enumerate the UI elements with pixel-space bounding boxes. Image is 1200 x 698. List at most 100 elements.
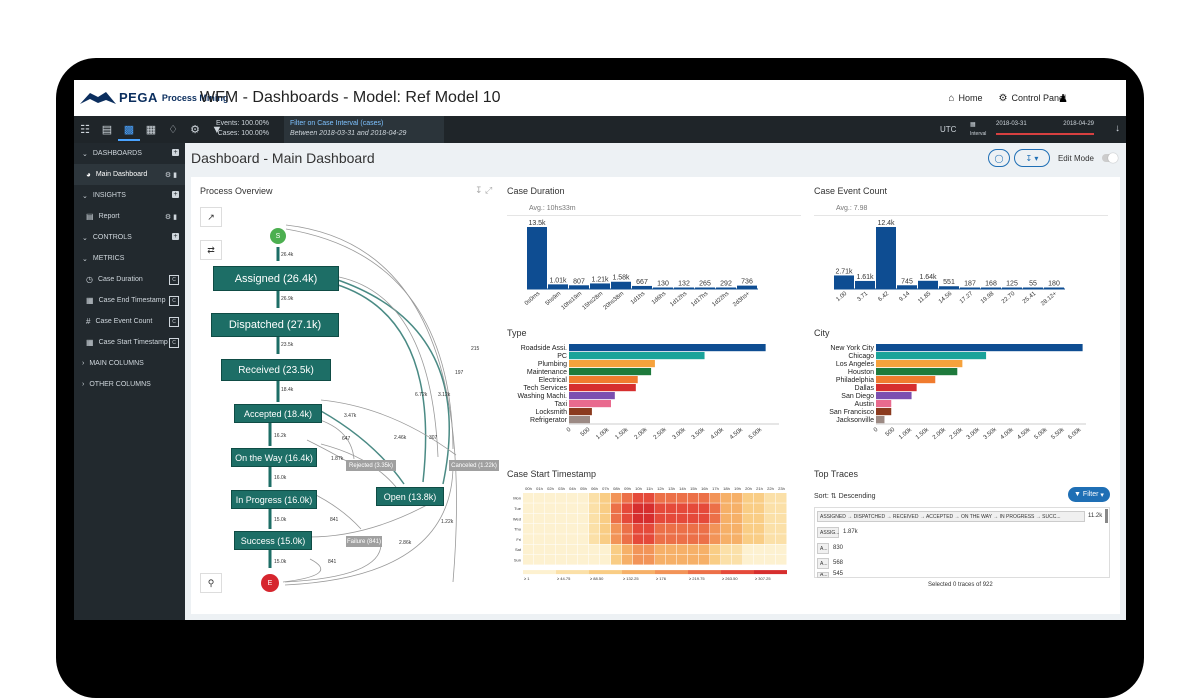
node-dispatched[interactable]: Dispatched (27.1k) xyxy=(211,313,339,337)
heatmap-cell xyxy=(633,554,644,565)
case-duration-avg: Avg.: 10hs33m xyxy=(529,205,576,212)
item-actions-icon[interactable]: ⚙ ▮ xyxy=(164,213,177,221)
heatmap-cell xyxy=(743,493,754,503)
sidebar-section-other-columns[interactable]: › OTHER COLUMNS xyxy=(82,381,151,388)
node-open[interactable]: Open (13.8k) xyxy=(376,487,444,506)
sort-control[interactable]: Sort: ⇅ Descending xyxy=(814,493,876,500)
active-filter[interactable]: Filter on Case Interval (cases) Between … xyxy=(284,116,444,143)
edge-label: 3.12k xyxy=(438,392,451,398)
pega-logo[interactable]: PEGA Process Mining xyxy=(80,90,228,105)
tick-label: 19.98 xyxy=(980,291,996,306)
sidebar-item-case-duration[interactable]: ◷ Case Duration C xyxy=(74,269,185,290)
dashboard-chart-icon[interactable]: ▩ xyxy=(118,119,140,141)
shuffle-button[interactable]: ⇄ xyxy=(200,240,222,260)
document-icon[interactable]: ▤ xyxy=(101,124,113,136)
trace-item[interactable]: ASSIGNED → DISPATCHED → RECEIVED → ACCEP… xyxy=(817,511,1085,522)
process-map-edges xyxy=(268,224,457,586)
bar xyxy=(960,287,980,289)
case-event-count-chart: 2.71k 1.00 1.61k 3.71 12.4k 6.42 745 9.14 1.64k 1… xyxy=(834,220,1065,307)
process-map-icon[interactable]: ☷ xyxy=(80,124,90,136)
dashboard-icon: ◕ xyxy=(86,170,91,179)
node-received[interactable]: Received (23.5k) xyxy=(221,359,331,381)
timezone-label[interactable]: UTC xyxy=(940,125,957,134)
tick-label: 4.00k xyxy=(710,426,726,441)
heatmap-cell xyxy=(776,554,787,565)
user-icon[interactable]: ♟ xyxy=(1058,93,1068,105)
traces-scrollbar[interactable] xyxy=(1105,509,1108,523)
heatmap-cell xyxy=(556,534,567,544)
tick-label: 2.50k xyxy=(949,426,965,441)
traces-list[interactable] xyxy=(814,507,1110,578)
calendar-icon[interactable]: ▦ xyxy=(970,122,976,128)
add-icon[interactable]: + xyxy=(172,149,179,156)
date-range-slider[interactable]: ▦ Interval 2018-03-31 2018-04-29 xyxy=(970,120,1100,140)
node-in-progress[interactable]: In Progress (16.0k) xyxy=(231,490,317,509)
data-label: 807 xyxy=(573,278,585,285)
download-expand-icons[interactable]: ↧ ⤢ xyxy=(475,185,493,195)
heatmap-cell xyxy=(721,544,732,555)
edge-label: 1.22k xyxy=(441,519,454,525)
date-range-track[interactable] xyxy=(996,133,1094,135)
node-canceled[interactable]: Canceled (1.22k) xyxy=(449,460,499,471)
sidebar-item-case-end-timestamp[interactable]: ▦ Case End Timestamp C xyxy=(74,290,185,311)
sidebar: ⌄ DASHBOARDS + ◕ Main Dashboard ⚙ ▮ ⌄ INSIGHT… xyxy=(74,143,185,620)
node-assigned[interactable]: Assigned (26.4k) xyxy=(213,266,339,291)
sidebar-item-case-event-count[interactable]: # Case Event Count C xyxy=(74,311,185,332)
heatmap-cell xyxy=(578,544,589,555)
chart-view-button[interactable]: ↗ xyxy=(200,207,222,227)
edge-label: 1.87k xyxy=(331,456,344,462)
trace-item[interactable]: ASSIG... xyxy=(817,527,839,538)
heatmap-cell xyxy=(743,554,754,565)
settings-icon[interactable]: ⚙ xyxy=(190,124,200,136)
control-panel-link[interactable]: ⚙ Control Panel xyxy=(998,93,1066,104)
start-node[interactable]: S xyxy=(270,228,286,244)
export-dropdown-button[interactable]: ↧ ▾ xyxy=(1013,149,1050,167)
sidebar-section-main-columns[interactable]: › MAIN COLUMNS xyxy=(82,360,144,367)
node-rejected[interactable]: Rejected (3.35k) xyxy=(346,460,396,471)
heatmap-cell xyxy=(765,523,776,534)
bar xyxy=(632,285,652,289)
node-on-the-way[interactable]: On the Way (16.4k) xyxy=(231,448,317,467)
end-node[interactable]: E xyxy=(261,574,279,592)
bar xyxy=(1023,287,1043,289)
chevron-right-icon: › xyxy=(82,360,85,367)
trace-item[interactable]: A... xyxy=(817,572,829,578)
sidebar-item-report[interactable]: ▤ Report ⚙ ▮ xyxy=(86,212,177,221)
node-success[interactable]: Success (15.0k) xyxy=(234,531,312,550)
add-icon[interactable]: + xyxy=(172,233,179,240)
legend-label: ≥ 176 xyxy=(656,576,667,581)
filter-button[interactable]: ▼ Filter ▾ xyxy=(1068,487,1110,502)
node-accepted[interactable]: Accepted (18.4k) xyxy=(234,404,322,423)
edge-label: 841 xyxy=(328,559,337,565)
trace-item[interactable]: A... xyxy=(817,558,829,569)
sidebar-section-insights[interactable]: ⌄ INSIGHTS + xyxy=(82,191,179,200)
tick-label: 2.00k xyxy=(932,426,948,441)
data-label: 12.4k xyxy=(877,220,895,227)
sidebar-section-metrics[interactable]: ⌄ METRICS xyxy=(82,255,125,263)
edit-mode-toggle[interactable] xyxy=(1102,153,1118,163)
sidebar-item-main-dashboard[interactable]: ◕ Main Dashboard ⚙ ▮ xyxy=(74,164,185,185)
heatmap-cell xyxy=(776,523,787,534)
sidebar-section-controls[interactable]: ⌄ CONTROLS + xyxy=(82,233,179,242)
legend-label: ≥ 132.25 xyxy=(623,576,639,581)
search-button[interactable]: ⚲ xyxy=(200,573,222,593)
sidebar-item-case-start-timestamp[interactable]: ▦ Case Start Timestamp C xyxy=(74,332,185,353)
add-icon[interactable]: + xyxy=(172,191,179,198)
tick-label: 9.14 xyxy=(898,291,911,304)
sidebar-section-dashboards[interactable]: ⌄ DASHBOARDS + xyxy=(82,149,179,158)
bell-icon[interactable]: ♢ xyxy=(168,124,178,136)
home-link[interactable]: ⌂ Home xyxy=(948,93,983,104)
heatmap-cell xyxy=(699,493,710,503)
item-actions-icon[interactable]: ⚙ ▮ xyxy=(164,171,177,179)
insight-bulb-button[interactable]: ◯ xyxy=(987,149,1010,167)
trace-count: 568 xyxy=(833,560,844,566)
node-failure[interactable]: Failure (841) xyxy=(346,536,382,547)
tick-label: 15hs28m xyxy=(582,291,605,311)
filter-icon[interactable]: ▼ xyxy=(211,123,223,136)
download-arrow-icon[interactable]: ↓ xyxy=(1115,123,1120,134)
trace-item[interactable]: A... xyxy=(817,543,829,554)
tick-label: 1d6hs xyxy=(651,291,667,306)
table-icon[interactable]: ▦ xyxy=(145,124,157,136)
heatmap-cell xyxy=(534,493,545,503)
bar xyxy=(653,287,673,289)
